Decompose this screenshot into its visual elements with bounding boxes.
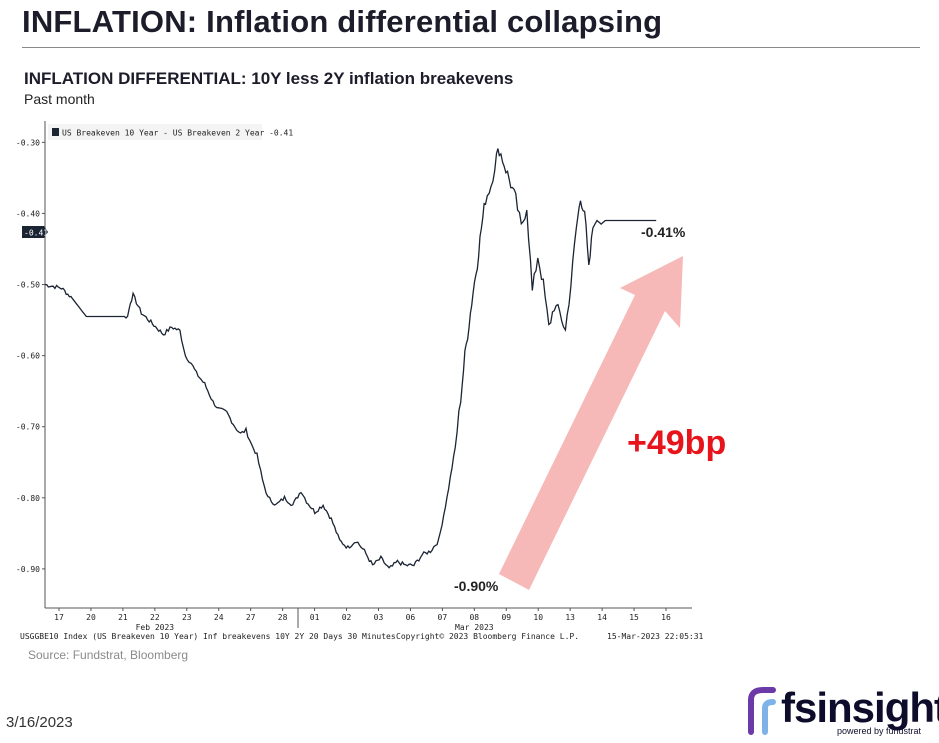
page-title: INFLATION: Inflation differential collap… [22,4,663,39]
x-tick-label: 08 [469,613,479,622]
footer-right: 15-Mar-2023 22:05:31 [607,632,704,641]
x-tick-label: 22 [150,613,160,622]
plot-area [45,121,692,608]
series-line [45,148,657,569]
legend-box [48,124,262,140]
trend-arrow [499,256,683,590]
x-month-label: Feb 2023 [136,623,175,632]
source-note: Source: Fundstrat, Bloomberg [28,648,189,662]
x-tick-label: 15 [629,613,639,622]
last-value-tag: -0.41 [24,229,48,238]
fsinsight-logo-mark [748,687,776,735]
x-tick-label: 03 [374,613,384,622]
x-tick-label: 27 [246,613,256,622]
x-tick-label: 16 [661,613,671,622]
chart: US Breakeven 10 Year - US Breakeven 2 Ye… [16,121,726,641]
y-tick-label: -0.30 [16,138,40,147]
y-tick-label: -0.70 [16,423,40,432]
x-tick-label: 24 [214,613,224,622]
logo-powered-by: powered by fundstrat [837,726,922,736]
x-tick-label: 14 [597,613,607,622]
x-tick-label: 07 [438,613,448,622]
x-month-label: Mar 2023 [455,623,494,632]
y-tick-label: -0.80 [16,494,40,503]
x-tick-label: 01 [310,613,320,622]
x-tick-label: 17 [54,613,64,622]
fsinsight-logo: fsinsight powered by fundstrat [743,684,939,738]
y-tick-label: -0.90 [16,565,40,574]
change-annotation: +49bp [627,424,726,462]
y-tick-label: -0.50 [16,281,40,290]
end-value-annotation: -0.41% [641,224,686,240]
legend-label: US Breakeven 10 Year - US Breakeven 2 Ye… [62,129,293,138]
x-tick-label: 06 [406,613,416,622]
date-label: 3/16/2023 [6,714,73,731]
x-tick-label: 28 [278,613,288,622]
x-tick-label: 02 [342,613,352,622]
x-tick-label: 21 [118,613,128,622]
x-tick-label: 09 [501,613,511,622]
chart-subtitle: Past month [24,91,95,107]
y-tick-label: -0.60 [16,352,40,361]
footer-center: Copyright© 2023 Bloomberg Finance L.P. [396,632,579,641]
start-value-annotation: -0.90% [454,578,499,594]
chart-title: INFLATION DIFFERENTIAL: 10Y less 2Y infl… [24,69,514,88]
x-axis-ticks: 17 20 21 22 23 24 27 28 01 02 03 06 07 08 09 10 13 14 15 16… [54,608,671,632]
title-divider [22,47,920,48]
footer-left: USGGBE10 Index (US Breakeven 10 Year) In… [20,632,396,641]
x-tick-label: 10 [533,613,543,622]
y-axis-ticks: -0.30 -0.40 -0.50 -0.60 -0.70 -0.80 -0.90 [16,138,45,574]
x-tick-label: 13 [565,613,575,622]
legend-swatch [52,128,59,136]
x-tick-label: 23 [182,613,192,622]
x-tick-label: 20 [86,613,96,622]
y-tick-label: -0.40 [16,209,40,218]
logo-text: fsinsight [781,684,939,731]
last-value-tag-bg [22,226,48,238]
